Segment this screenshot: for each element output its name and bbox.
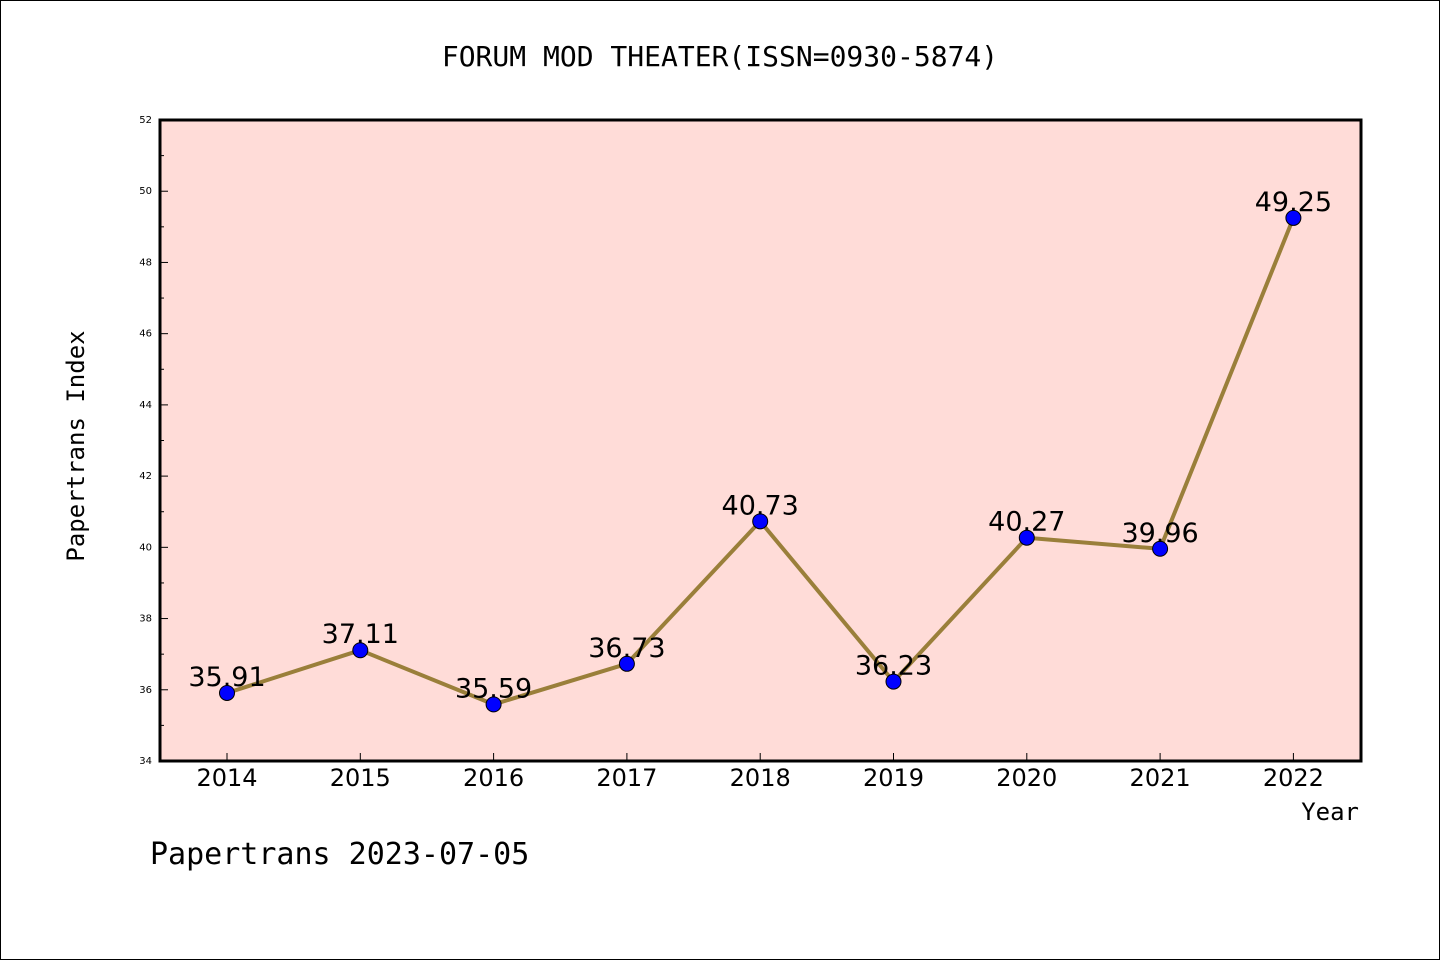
x-tick-label: 2015 <box>330 764 391 792</box>
y-tick-label: 40 <box>139 542 152 553</box>
y-axis: 34 36 38 40 42 44 46 48 50 52 <box>139 115 168 767</box>
data-label: 35.59 <box>455 673 532 704</box>
data-point <box>1018 529 1035 546</box>
data-point <box>219 684 235 701</box>
x-tick-label: 2016 <box>463 764 524 792</box>
data-label: 36.73 <box>588 633 665 664</box>
y-tick-label: 36 <box>139 685 152 696</box>
y-tick-label: 52 <box>139 115 152 126</box>
y-axis-label: Papertrans Index <box>62 330 90 561</box>
data-label: 39.96 <box>1121 518 1198 549</box>
y-tick-label: 42 <box>139 471 152 482</box>
y-tick-label: 34 <box>139 756 152 767</box>
data-label: 37.11 <box>322 619 399 650</box>
y-tick-label: 44 <box>139 400 152 411</box>
data-point <box>885 673 902 690</box>
x-axis: 2014 2015 2016 2017 2018 2019 2020 2021 2022 <box>196 753 1324 792</box>
y-tick-label: 48 <box>139 257 152 268</box>
x-tick-label: 2019 <box>863 764 924 792</box>
data-point <box>1152 540 1169 557</box>
data-point <box>352 642 369 659</box>
data-label: 35.91 <box>188 662 265 693</box>
series-layer: 35.91 37.11 35.59 36.73 40.73 36.23 40.27 39.96… <box>188 187 1332 713</box>
data-label: 49.25 <box>1255 187 1332 218</box>
y-tick-label: 38 <box>139 614 152 625</box>
x-axis-label: Year <box>1301 798 1359 826</box>
plot-area <box>158 118 1363 763</box>
y-tick-label: 46 <box>139 329 152 340</box>
x-tick-label: 2021 <box>1130 764 1191 792</box>
chart-title: FORUM MOD THEATER(ISSN=0930-5874) <box>442 40 998 73</box>
footer-note: Papertrans 2023-07-05 <box>150 837 529 872</box>
y-tick-label: 50 <box>139 186 152 197</box>
data-point <box>618 655 635 672</box>
data-label: 40.27 <box>988 507 1065 538</box>
x-tick-label: 2020 <box>996 764 1057 792</box>
x-tick-label: 2017 <box>596 764 657 792</box>
data-point <box>752 513 769 530</box>
x-tick-label: 2014 <box>196 764 257 792</box>
data-label: 36.23 <box>855 651 932 682</box>
x-tick-label: 2018 <box>730 764 791 792</box>
data-point <box>1285 209 1302 226</box>
data-label: 40.73 <box>722 490 799 521</box>
x-tick-label: 2022 <box>1263 764 1324 792</box>
data-point <box>485 696 502 713</box>
